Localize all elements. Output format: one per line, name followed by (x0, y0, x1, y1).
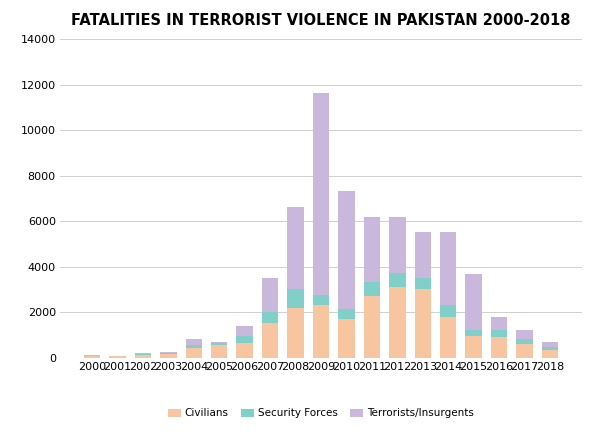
Bar (440, 232, 457, 305)
Bar (542, 342, 558, 347)
Bar (466, 274, 482, 330)
Bar (211, 343, 227, 345)
Bar (313, 93, 329, 295)
Title: FATALITIES IN TERRORIST VIOLENCE IN PAKISTAN 2000-2018: FATALITIES IN TERRORIST VIOLENCE IN PAKI… (71, 14, 571, 28)
Bar (134, 354, 151, 358)
Bar (185, 348, 202, 358)
Bar (415, 278, 431, 290)
Bar (466, 336, 482, 358)
Bar (287, 307, 304, 358)
Bar (389, 273, 406, 287)
Bar (262, 278, 278, 312)
Bar (287, 208, 304, 290)
Bar (338, 191, 355, 309)
Bar (160, 352, 176, 354)
Bar (542, 347, 558, 350)
Bar (440, 305, 457, 317)
Bar (491, 337, 508, 358)
Bar (287, 290, 304, 307)
Legend: Civilians, Security Forces, Terrorists/Insurgents: Civilians, Security Forces, Terrorists/I… (164, 404, 478, 422)
Bar (262, 324, 278, 358)
Bar (236, 343, 253, 358)
Bar (313, 295, 329, 305)
Bar (236, 326, 253, 337)
Bar (516, 344, 533, 358)
Bar (542, 350, 558, 358)
Bar (262, 312, 278, 324)
Bar (364, 296, 380, 358)
Bar (516, 339, 533, 344)
Bar (185, 339, 202, 345)
Bar (185, 345, 202, 348)
Bar (84, 356, 100, 358)
Bar (134, 353, 151, 354)
Bar (211, 342, 227, 343)
Bar (389, 287, 406, 358)
Bar (109, 356, 126, 358)
Bar (389, 217, 406, 273)
Bar (440, 317, 457, 358)
Bar (211, 345, 227, 358)
Bar (516, 330, 533, 339)
Bar (313, 305, 329, 358)
Bar (364, 217, 380, 283)
Bar (84, 355, 100, 356)
Bar (491, 317, 508, 330)
Bar (415, 290, 431, 358)
Bar (364, 283, 380, 296)
Bar (236, 337, 253, 343)
Bar (160, 354, 176, 358)
Bar (338, 319, 355, 358)
Bar (466, 330, 482, 336)
Bar (491, 330, 508, 337)
Bar (415, 232, 431, 278)
Bar (338, 309, 355, 319)
